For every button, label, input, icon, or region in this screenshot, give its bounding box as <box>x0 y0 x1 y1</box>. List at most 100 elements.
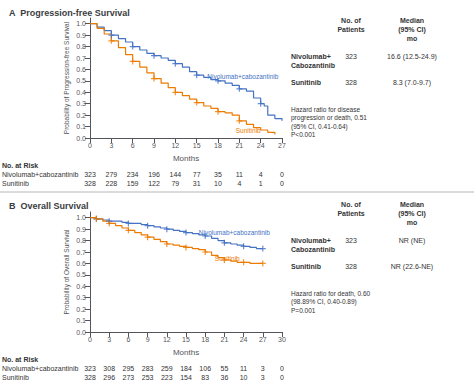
svg-text:Probability of Overall Surviva: Probability of Overall Survival <box>63 229 71 314</box>
svg-text:279: 279 <box>105 171 117 178</box>
svg-text:184: 184 <box>180 365 192 372</box>
svg-text:0.6: 0.6 <box>76 260 86 267</box>
svg-text:mo: mo <box>407 35 418 42</box>
svg-text:0.3: 0.3 <box>76 294 86 301</box>
svg-text:6: 6 <box>126 336 130 343</box>
svg-text:0.2: 0.2 <box>76 306 86 313</box>
svg-text:273: 273 <box>123 374 135 381</box>
svg-text:328: 328 <box>345 263 357 270</box>
svg-text:mo: mo <box>407 219 418 226</box>
svg-text:(95% CI, 0.41-0.64): (95% CI, 0.41-0.64) <box>291 123 348 131</box>
svg-text:0.9: 0.9 <box>76 226 86 233</box>
svg-text:Nivolumab+cabozantinib: Nivolumab+cabozantinib <box>2 171 79 178</box>
svg-text:0.4: 0.4 <box>76 89 86 96</box>
svg-text:0.0: 0.0 <box>76 329 86 336</box>
svg-text:Nivolumab+cabozantinib: Nivolumab+cabozantinib <box>2 365 79 372</box>
svg-text:11: 11 <box>240 365 247 372</box>
svg-text:Nivolumab+cabozantinib: Nivolumab+cabozantinib <box>199 229 270 236</box>
svg-text:0.9: 0.9 <box>76 32 86 39</box>
svg-text:Sunitinib: Sunitinib <box>291 263 321 270</box>
svg-text:259: 259 <box>161 365 173 372</box>
svg-text:0.4: 0.4 <box>76 283 86 290</box>
svg-text:0.5: 0.5 <box>76 271 86 278</box>
svg-text:Sunitinib: Sunitinib <box>2 180 29 187</box>
svg-text:B Overall Survival: B Overall Survival <box>9 201 89 211</box>
svg-text:15: 15 <box>193 142 201 149</box>
svg-text:No. at Risk: No. at Risk <box>2 356 38 363</box>
svg-text:196: 196 <box>148 171 160 178</box>
svg-text:Cabozantinib: Cabozantinib <box>291 246 335 253</box>
svg-text:1: 1 <box>259 180 263 187</box>
svg-text:35: 35 <box>214 171 222 178</box>
svg-text:323: 323 <box>345 53 357 60</box>
svg-text:Cabozantinib: Cabozantinib <box>291 62 335 69</box>
svg-text:3: 3 <box>109 142 113 149</box>
svg-text:(95% CI): (95% CI) <box>398 210 426 218</box>
svg-text:323: 323 <box>345 237 357 244</box>
svg-text:0.8: 0.8 <box>76 43 86 50</box>
svg-text:1.0: 1.0 <box>76 20 86 27</box>
svg-text:228: 228 <box>105 180 117 187</box>
svg-text:progression or death, 0.51: progression or death, 0.51 <box>291 114 367 122</box>
svg-text:296: 296 <box>103 374 115 381</box>
svg-text:NR (22.6-NE): NR (22.6-NE) <box>391 263 433 271</box>
svg-text:Hazard ratio for death, 0.60: Hazard ratio for death, 0.60 <box>291 290 371 297</box>
svg-text:77: 77 <box>193 171 201 178</box>
svg-text:8.3 (7.0-9.7): 8.3 (7.0-9.7) <box>393 79 431 87</box>
svg-text:Months: Months <box>173 154 199 163</box>
svg-text:323: 323 <box>84 171 96 178</box>
svg-text:4: 4 <box>259 171 263 178</box>
svg-text:Sunitinib: Sunitinib <box>291 79 321 86</box>
svg-text:27: 27 <box>259 336 267 343</box>
svg-text:9: 9 <box>152 142 156 149</box>
svg-text:P=0.001: P=0.001 <box>291 307 316 314</box>
svg-text:9: 9 <box>146 336 150 343</box>
svg-text:0.7: 0.7 <box>76 249 86 256</box>
svg-text:0.2: 0.2 <box>76 112 86 119</box>
svg-text:283: 283 <box>142 365 154 372</box>
svg-text:328: 328 <box>84 180 96 187</box>
svg-text:No. at Risk: No. at Risk <box>2 162 38 169</box>
svg-text:Patients: Patients <box>337 210 364 217</box>
svg-text:21: 21 <box>221 336 229 343</box>
svg-text:No. of: No. of <box>341 201 361 208</box>
svg-text:(98.89% CI, 0.40-0.89): (98.89% CI, 0.40-0.89) <box>291 298 357 306</box>
svg-text:328: 328 <box>345 79 357 86</box>
svg-text:16.6 (12.5-24.9): 16.6 (12.5-24.9) <box>387 53 437 61</box>
svg-text:106: 106 <box>199 365 211 372</box>
svg-text:10: 10 <box>240 374 248 381</box>
svg-text:31: 31 <box>193 180 201 187</box>
svg-text:223: 223 <box>161 374 173 381</box>
svg-text:0: 0 <box>280 171 284 178</box>
svg-text:18: 18 <box>214 142 222 149</box>
svg-text:0.6: 0.6 <box>76 66 86 73</box>
svg-text:295: 295 <box>123 365 135 372</box>
svg-text:3: 3 <box>261 374 265 381</box>
svg-text:NR (NE): NR (NE) <box>399 237 425 245</box>
svg-text:0.0: 0.0 <box>76 135 86 142</box>
svg-text:0: 0 <box>280 365 284 372</box>
svg-text:Median: Median <box>400 17 424 24</box>
svg-text:0: 0 <box>280 374 284 381</box>
svg-text:323: 323 <box>84 365 96 372</box>
svg-text:24: 24 <box>240 336 248 343</box>
svg-text:Probability of Progression-fre: Probability of Progression-free Survival <box>63 21 71 134</box>
svg-text:55: 55 <box>221 365 229 372</box>
svg-text:21: 21 <box>235 142 243 149</box>
svg-text:3: 3 <box>107 336 111 343</box>
svg-text:0.1: 0.1 <box>76 317 86 324</box>
svg-text:12: 12 <box>171 142 179 149</box>
svg-text:Sunitinib: Sunitinib <box>2 374 29 381</box>
svg-text:79: 79 <box>171 180 179 187</box>
svg-text:Hazard ratio for disease: Hazard ratio for disease <box>291 106 360 113</box>
svg-text:Months: Months <box>173 348 199 357</box>
svg-text:Median: Median <box>400 201 424 208</box>
svg-text:Nivolumab+: Nivolumab+ <box>291 237 331 244</box>
svg-text:83: 83 <box>201 374 209 381</box>
svg-text:6: 6 <box>131 142 135 149</box>
svg-text:4: 4 <box>237 180 241 187</box>
svg-text:3: 3 <box>261 365 265 372</box>
svg-text:12: 12 <box>163 336 171 343</box>
svg-text:154: 154 <box>180 374 192 381</box>
svg-text:0.3: 0.3 <box>76 100 86 107</box>
